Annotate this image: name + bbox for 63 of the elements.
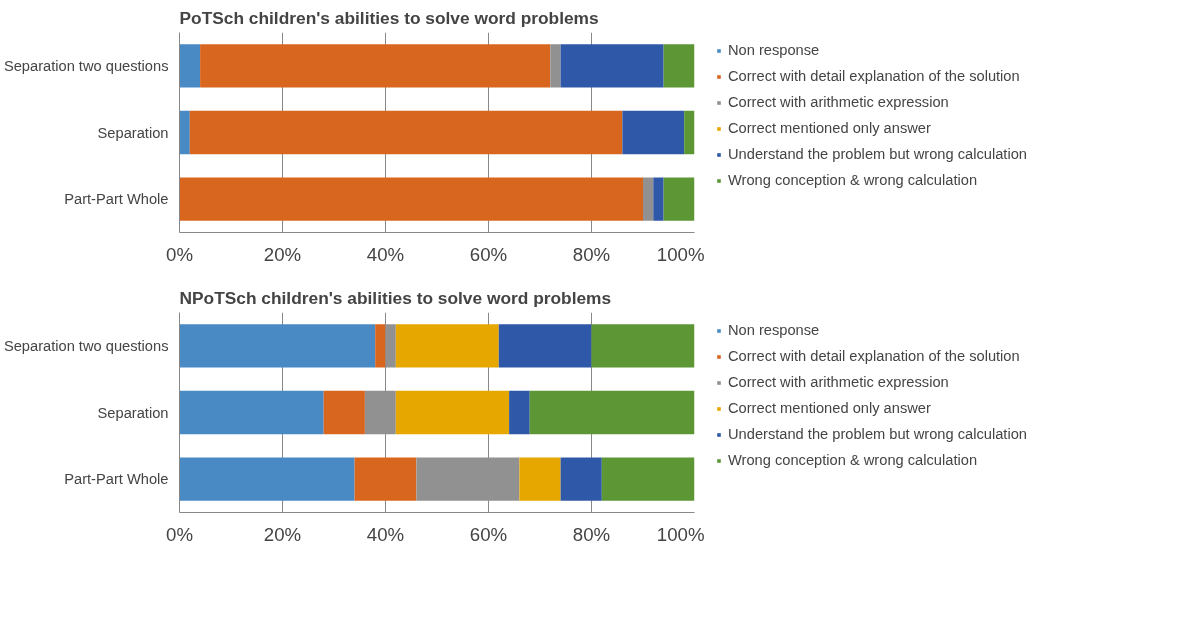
chart-title: NPoTSch children's abilities to solve word problems — [179, 287, 612, 308]
legend-label: Non response — [728, 42, 820, 58]
bar — [529, 390, 695, 435]
y-tick-label: Separation — [97, 124, 169, 141]
legend-label: Correct mentioned only answer — [728, 400, 931, 416]
x-tick-label: 0% — [166, 523, 193, 545]
y-tick-label: Separation two questions — [3, 57, 169, 74]
bar — [179, 44, 201, 88]
x-tick-label: 80% — [572, 243, 611, 265]
legend-label: Correct with arithmetic expression — [728, 374, 949, 390]
bar — [375, 324, 386, 368]
legend-label: Correct mentioned only answer — [728, 120, 931, 136]
bar — [663, 44, 695, 88]
x-tick-label: 60% — [469, 523, 508, 545]
bar — [519, 457, 561, 501]
bar — [364, 390, 396, 435]
legend-label: Understand the problem but wrong calculation — [728, 426, 1028, 442]
bar — [189, 110, 623, 155]
x-tick-label: 80% — [572, 523, 611, 545]
bar — [622, 110, 685, 155]
bar — [179, 177, 643, 221]
bar — [560, 44, 664, 88]
bar — [663, 177, 695, 221]
bar — [416, 457, 520, 501]
bar — [653, 177, 664, 221]
legend-label: Understand the problem but wrong calculation — [728, 146, 1028, 162]
y-tick-label: Separation two questions — [3, 337, 169, 354]
legend-label: Correct with arithmetic expression — [728, 94, 949, 110]
bar — [395, 324, 499, 368]
bar — [601, 457, 695, 501]
bar — [385, 324, 396, 368]
bar — [179, 324, 376, 368]
bar — [550, 44, 561, 88]
x-tick-label: 0% — [166, 243, 193, 265]
x-tick-label: 20% — [263, 523, 302, 545]
bar — [498, 324, 592, 368]
bar — [200, 44, 551, 88]
y-tick-label: Part-Part Whole — [64, 191, 169, 208]
bar — [643, 177, 654, 221]
y-tick-label: Separation — [97, 404, 169, 421]
legend-label: Wrong conception & wrong calculation — [728, 172, 978, 188]
x-tick-label: 100% — [656, 243, 705, 265]
legend-label: Correct with detail explanation of the solution — [728, 68, 1020, 84]
x-tick-label: 20% — [263, 243, 302, 265]
legend-label: Correct with detail explanation of the solution — [728, 348, 1020, 364]
bar — [323, 390, 365, 435]
x-tick-label: 100% — [656, 523, 705, 545]
y-tick-label: Part-Part Whole — [64, 471, 169, 488]
chart-title: PoTSch children's abilities to solve word problems — [179, 7, 599, 28]
bar — [354, 457, 417, 501]
x-tick-label: 60% — [469, 243, 508, 265]
legend-label: Wrong conception & wrong calculation — [728, 452, 978, 468]
bar — [179, 390, 324, 435]
bar — [179, 457, 355, 501]
bar — [509, 390, 530, 435]
x-tick-label: 40% — [366, 243, 405, 265]
bar — [684, 110, 695, 155]
bar — [591, 324, 695, 368]
x-tick-label: 40% — [366, 523, 405, 545]
legend-label: Non response — [728, 322, 820, 338]
bar — [179, 110, 190, 155]
bar — [395, 390, 510, 435]
bar — [560, 457, 602, 501]
